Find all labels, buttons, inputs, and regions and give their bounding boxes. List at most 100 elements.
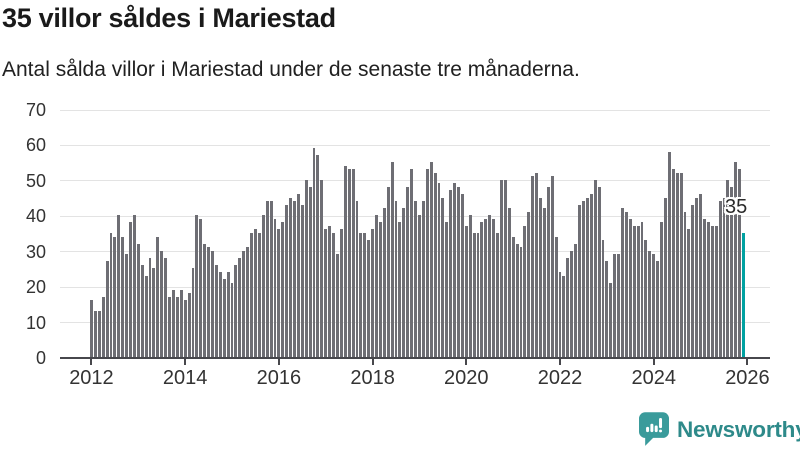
- bar: [664, 198, 667, 357]
- x-axis-tick: [746, 359, 749, 365]
- bar: [394, 201, 398, 357]
- bar: [585, 198, 589, 357]
- bar: [636, 226, 640, 357]
- bar: [644, 240, 648, 357]
- bar: [129, 222, 132, 357]
- bar: [667, 152, 671, 357]
- bar: [703, 219, 706, 357]
- bar: [511, 237, 515, 357]
- gridline: [60, 144, 770, 146]
- y-axis-tick-label: 50: [25, 170, 46, 191]
- bar: [449, 190, 453, 357]
- bar: [722, 198, 726, 357]
- bar: [375, 215, 378, 357]
- bar: [617, 254, 621, 357]
- bar: [285, 205, 289, 357]
- bar: [378, 222, 382, 357]
- x-axis-tick-label: 2012: [69, 367, 114, 389]
- bar: [453, 183, 457, 357]
- bar: [343, 166, 347, 357]
- bar: [199, 219, 203, 357]
- y-axis-tick-label: 0: [35, 348, 46, 368]
- bar: [621, 208, 624, 357]
- newsworthy-logo[interactable]: Newsworthy: [639, 412, 800, 447]
- bar: [238, 258, 242, 357]
- bar: [652, 254, 656, 357]
- bar: [183, 300, 187, 357]
- x-axis-tick-label: 2016: [256, 367, 302, 389]
- bar: [195, 215, 199, 357]
- bar: [441, 198, 445, 357]
- bar: [187, 293, 191, 357]
- x-axis-tick-label: 2018: [350, 367, 395, 389]
- bar: [125, 254, 129, 357]
- bar: [218, 272, 222, 357]
- bar: [574, 244, 578, 357]
- x-axis-line: [60, 357, 770, 359]
- y-axis-tick-label: 20: [25, 277, 46, 298]
- bar: [425, 169, 429, 357]
- x-axis-tick: [184, 359, 187, 365]
- bar: [519, 247, 523, 357]
- bar: [304, 180, 308, 357]
- bar: [211, 251, 214, 357]
- bar: [476, 233, 480, 357]
- bar: [254, 229, 257, 357]
- bar: [175, 297, 179, 357]
- bar: [230, 283, 234, 357]
- bar: [421, 201, 425, 357]
- x-axis-tick-label: 2024: [631, 367, 676, 389]
- bar: [371, 229, 375, 357]
- bar: [468, 215, 472, 357]
- bar: [671, 169, 675, 357]
- bar: [601, 240, 605, 357]
- bar: [566, 258, 570, 357]
- bar: [546, 187, 550, 357]
- bar: [222, 279, 226, 357]
- bar: [269, 201, 273, 357]
- bar: [90, 300, 93, 357]
- bar: [152, 268, 156, 357]
- bar: [710, 226, 714, 357]
- bar: [168, 297, 171, 357]
- y-axis-tick-label: 60: [25, 135, 46, 156]
- bar: [691, 205, 695, 357]
- bar: [132, 215, 136, 357]
- bar: [296, 194, 300, 357]
- bar: [203, 244, 207, 357]
- bar: [507, 208, 511, 357]
- bar: [714, 226, 718, 357]
- bar: [515, 244, 519, 357]
- bar: [300, 205, 304, 357]
- bar: [539, 198, 542, 357]
- bar: [105, 261, 109, 357]
- bar: [289, 198, 293, 357]
- bar: [277, 229, 281, 357]
- bar: [480, 222, 484, 357]
- bar: [656, 261, 660, 357]
- bar: [589, 194, 593, 357]
- bar: [523, 226, 527, 357]
- bar: [140, 265, 144, 357]
- bar: [164, 258, 168, 357]
- bar: [308, 187, 312, 357]
- bar-value-label: 35: [725, 196, 748, 218]
- bar: [527, 212, 531, 357]
- bar: [578, 205, 581, 357]
- gridline: [60, 180, 770, 182]
- bar: [359, 233, 363, 357]
- bar: [738, 169, 742, 357]
- chart-subtitle: Antal sålda villor i Mariestad under de …: [2, 58, 580, 81]
- bar: [97, 311, 101, 357]
- bar: [113, 237, 117, 357]
- bar: [433, 173, 437, 357]
- bar: [570, 251, 574, 357]
- x-axis-tick: [465, 359, 468, 365]
- bar: [250, 233, 253, 357]
- bar: [503, 180, 507, 357]
- bar: [484, 219, 488, 357]
- bar: [460, 194, 464, 357]
- bar: [320, 180, 324, 357]
- bar: [683, 212, 687, 357]
